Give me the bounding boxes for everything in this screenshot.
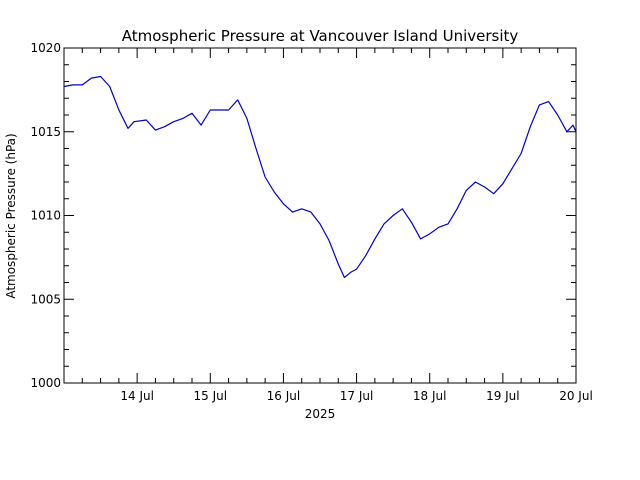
x-tick-label: 15 Jul: [194, 389, 228, 403]
x-tick-label: 14 Jul: [120, 389, 154, 403]
y-axis-label: Atmospheric Pressure (hPa): [4, 133, 18, 298]
x-tick-label: 17 Jul: [340, 389, 374, 403]
x-tick-label: 18 Jul: [413, 389, 447, 403]
y-tick-label: 1020: [30, 41, 61, 55]
plot-frame: [63, 47, 577, 384]
x-tick-label: 19 Jul: [486, 389, 520, 403]
y-tick-label: 1010: [30, 209, 61, 223]
x-tick-label: 16 Jul: [267, 389, 301, 403]
pressure-series-line: [63, 75, 577, 279]
y-tick-label: 1005: [30, 292, 61, 306]
chart-title: Atmospheric Pressure at Vancouver Island…: [122, 27, 519, 45]
x-tick-label: 20 Jul: [559, 389, 593, 403]
x-axis-label: 2025: [305, 407, 336, 421]
y-tick-label: 1000: [30, 376, 61, 390]
series-layer: [63, 75, 577, 279]
axis-ticks: [64, 47, 577, 384]
tick-labels: 1000 1005 1010 1015 1020 14 Jul 15 Jul 16 Jul 17…: [30, 41, 592, 403]
y-tick-label: 1015: [30, 125, 61, 139]
